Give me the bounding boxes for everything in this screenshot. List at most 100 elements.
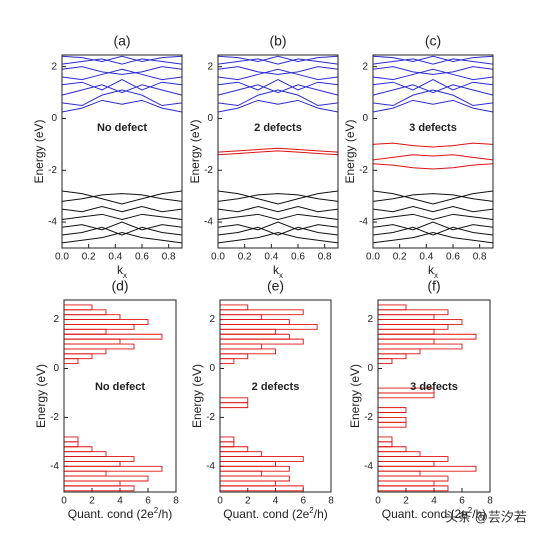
conductance-step [220, 402, 249, 409]
band [372, 142, 494, 148]
conductance-step [220, 304, 249, 311]
y-tick-label: -2 [359, 165, 368, 176]
conductance-step [64, 338, 121, 345]
y-axis-label: Energy (eV) [188, 119, 202, 183]
conductance-step [64, 324, 135, 330]
y-tick-label: 2 [362, 61, 368, 72]
conductance-step [64, 314, 121, 321]
y-tick-label: 2 [207, 61, 213, 72]
y-tick-label: -4 [364, 461, 373, 472]
x-axis-label-part: 2 [154, 506, 159, 515]
band [61, 221, 183, 231]
band [217, 79, 339, 91]
band [217, 213, 339, 221]
conductance-step [378, 480, 435, 487]
conductance-step [378, 421, 407, 428]
band [372, 213, 494, 221]
x-tick-label: 2 [89, 496, 95, 507]
band [61, 55, 183, 62]
plot-frame [219, 299, 332, 493]
conductance-step [378, 392, 435, 399]
annotation: 2 defects [252, 381, 300, 393]
band [372, 79, 494, 91]
conductance-step [64, 485, 135, 492]
x-tick-label: 4 [273, 496, 279, 507]
band [372, 231, 494, 244]
x-tick-label: 4 [431, 496, 437, 507]
conductance-step [220, 451, 263, 457]
annotation: 3 defects [410, 381, 458, 393]
band [61, 213, 183, 221]
band [61, 99, 183, 113]
conductance-step [220, 314, 263, 321]
x-axis-label-part: x [434, 271, 438, 280]
panel-title: (d) [111, 278, 128, 294]
conductance-step [378, 324, 449, 330]
conductance-step [64, 304, 93, 311]
conductance-step [64, 319, 149, 325]
band [61, 79, 183, 91]
x-tick-label: 0.0 [211, 252, 225, 263]
conductance-step [220, 319, 290, 325]
x-axis-label-part: x [279, 271, 283, 280]
panel-title: (e) [267, 278, 284, 294]
conductance-step [64, 451, 107, 457]
band [217, 58, 339, 65]
conductance-step [378, 333, 477, 340]
band [372, 226, 494, 236]
conductance-step [378, 314, 435, 321]
band [372, 206, 494, 213]
x-tick-label: 6 [145, 496, 151, 507]
panel-title: (b) [269, 33, 286, 49]
x-tick-label: 0 [61, 496, 67, 507]
band [372, 68, 494, 81]
x-axis-label-part: Quant. cond (2e [223, 507, 309, 521]
annotation: No defect [95, 381, 145, 393]
x-tick-label: 0.2 [238, 252, 252, 263]
x-tick-label: 0.0 [366, 252, 380, 263]
conductance-step [378, 446, 407, 453]
x-tick-label: 0.2 [393, 252, 407, 263]
y-tick-label: -2 [206, 412, 215, 423]
x-axis-label: kx [428, 263, 438, 279]
band [217, 84, 339, 96]
band [61, 66, 183, 75]
conductance-step [220, 353, 249, 360]
band [61, 231, 183, 244]
conductance-step [378, 407, 407, 413]
y-tick-label: 0 [53, 363, 59, 374]
conductance-step [64, 446, 93, 453]
x-axis-label: Quant. cond (2e2/h) [223, 506, 328, 522]
x-tick-label: 0.4 [264, 252, 278, 263]
band [217, 190, 339, 205]
band [61, 68, 183, 81]
conductance-step [220, 465, 290, 472]
band [217, 193, 339, 202]
x-tick-label: 0.0 [55, 252, 69, 263]
conductance-step [64, 465, 163, 472]
plot-frame [217, 54, 339, 249]
conductance-step [378, 387, 435, 394]
band [217, 89, 339, 107]
band [61, 226, 183, 236]
band [372, 221, 494, 231]
conductance-step [220, 338, 304, 345]
x-axis-label-part: k [428, 263, 435, 277]
band [372, 154, 494, 161]
watermark: 头条 @芸汐若 [445, 509, 527, 524]
band [217, 55, 339, 62]
y-tick-label: -4 [204, 217, 213, 228]
y-tick-label: 0 [207, 113, 213, 124]
x-tick-label: 8 [328, 496, 334, 507]
conductance-step [64, 343, 135, 350]
conductance-step [220, 460, 276, 467]
y-tick-label: -4 [50, 461, 59, 472]
y-tick-label: 2 [53, 314, 59, 325]
band [61, 58, 183, 65]
x-tick-label: 4 [117, 496, 123, 507]
conductance-step [378, 470, 421, 477]
band [372, 163, 494, 170]
x-tick-label: 0 [375, 496, 381, 507]
x-axis-label-part: x [123, 271, 127, 280]
y-axis-label: Energy (eV) [190, 364, 204, 428]
